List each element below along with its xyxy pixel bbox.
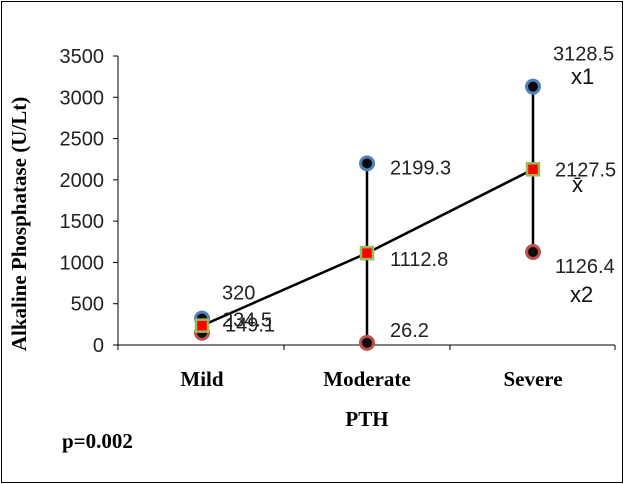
y-tick-label: 500 [71, 294, 104, 316]
y-tick-label: 3500 [60, 46, 105, 68]
data-label: 149.1 [225, 315, 275, 337]
series-markers [194, 78, 541, 351]
y-tick-label: 0 [93, 335, 104, 357]
x-axis-title: PTH [345, 407, 388, 431]
x1-point [359, 155, 375, 172]
legend-x1: x1 [571, 64, 594, 89]
data-label: 2127.5 [555, 159, 616, 181]
x-category-label: Severe [503, 367, 562, 391]
mean-point [359, 245, 375, 261]
data-label: 320 [222, 283, 255, 305]
y-axis-title: Alkaline Phosphatase (U/Lt) [7, 97, 31, 351]
y-tick-label: 2000 [60, 170, 105, 192]
data-label: 1112.8 [390, 249, 448, 271]
data-label: 234.5 [222, 310, 272, 332]
legend-x2: x2 [570, 282, 593, 307]
data-label: 26.2 [390, 320, 429, 342]
data-label: 2199.3 [390, 157, 451, 179]
x-axis: Mild Moderate Severe [117, 344, 616, 391]
y-axis: 0 500 1000 1500 2000 2500 3000 3500 [60, 46, 119, 357]
mean-point [194, 318, 210, 333]
p-value-annotation: p=0.002 [62, 429, 133, 453]
x1-point [525, 78, 541, 95]
y-tick-label: 1500 [60, 211, 105, 233]
y-tick-label: 2500 [60, 129, 105, 151]
mean-point [525, 162, 541, 177]
x-category-label: Moderate [323, 367, 410, 391]
data-labels: 320 2199.3 3128.5 234.5 1112.8 2127.5 149.1 26.… [222, 44, 616, 342]
x2-point [359, 334, 375, 351]
legend-xbar: x̄ [572, 172, 583, 197]
data-label: 1126.4 [555, 256, 615, 278]
x2-point [525, 243, 541, 260]
y-tick-label: 3000 [60, 87, 105, 109]
x-category-label: Mild [180, 367, 223, 391]
y-tick-label: 1000 [60, 252, 105, 274]
data-label: 3128.5 [553, 44, 614, 66]
